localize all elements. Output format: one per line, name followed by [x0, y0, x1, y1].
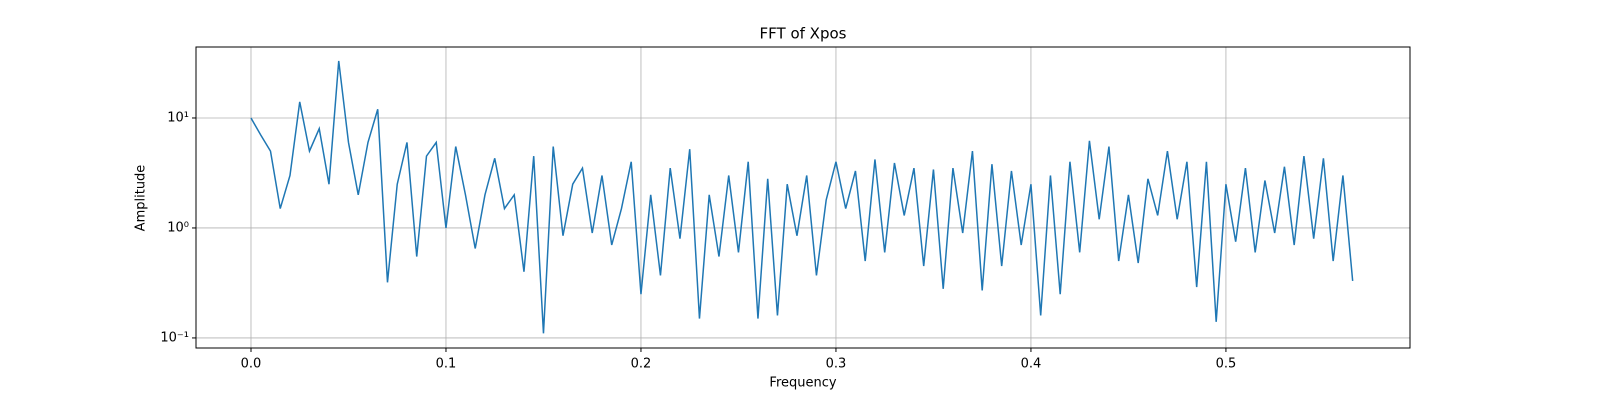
x-tick-label: 0.3: [826, 357, 847, 372]
y-tick-label: 10¹: [167, 110, 189, 125]
x-tick-label: 0.0: [241, 357, 262, 372]
plot-frame: [195, 46, 1411, 349]
x-tick-label: 0.4: [1021, 357, 1042, 372]
y-axis-label: Amplitude: [134, 165, 149, 232]
chart-title: FFT of Xpos: [760, 25, 847, 43]
y-tick-label: 10⁰: [167, 220, 189, 235]
x-tick-label: 0.1: [436, 357, 457, 372]
x-tick-label: 0.2: [631, 357, 652, 372]
x-tick-label: 0.5: [1216, 357, 1237, 372]
y-tick-label: 10⁻¹: [160, 330, 189, 345]
x-axis-label: Frequency: [769, 376, 836, 391]
data-line: [250, 60, 1354, 334]
